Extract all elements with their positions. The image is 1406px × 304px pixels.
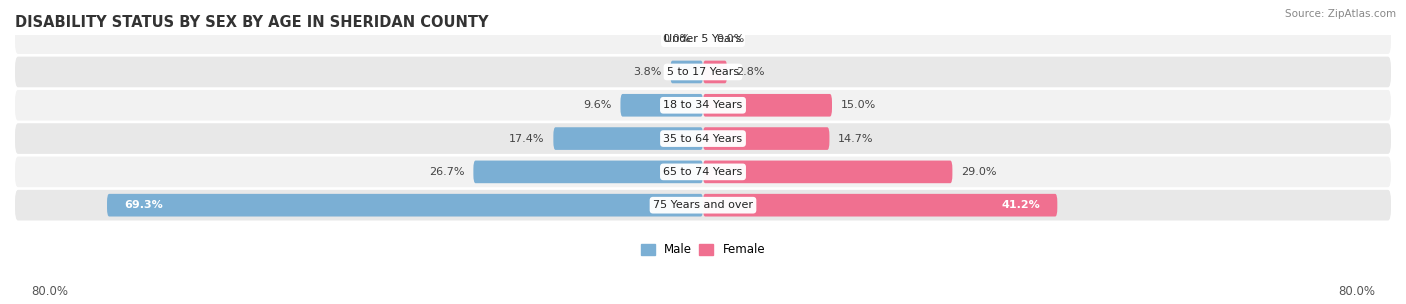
FancyBboxPatch shape xyxy=(474,161,703,183)
Text: 9.6%: 9.6% xyxy=(583,100,612,110)
Text: 15.0%: 15.0% xyxy=(841,100,876,110)
Text: 14.7%: 14.7% xyxy=(838,133,873,143)
FancyBboxPatch shape xyxy=(703,161,952,183)
Text: 0.0%: 0.0% xyxy=(662,34,690,44)
Text: 41.2%: 41.2% xyxy=(1001,200,1040,210)
FancyBboxPatch shape xyxy=(671,60,703,83)
Text: 29.0%: 29.0% xyxy=(960,167,997,177)
Text: 69.3%: 69.3% xyxy=(124,200,163,210)
FancyBboxPatch shape xyxy=(15,90,1391,121)
Text: 17.4%: 17.4% xyxy=(509,133,544,143)
FancyBboxPatch shape xyxy=(15,23,1391,54)
Text: 75 Years and over: 75 Years and over xyxy=(652,200,754,210)
FancyBboxPatch shape xyxy=(15,123,1391,154)
Text: 3.8%: 3.8% xyxy=(633,67,662,77)
FancyBboxPatch shape xyxy=(703,194,1057,216)
Text: 35 to 64 Years: 35 to 64 Years xyxy=(664,133,742,143)
Text: 80.0%: 80.0% xyxy=(31,285,67,298)
Text: 2.8%: 2.8% xyxy=(735,67,765,77)
Text: 80.0%: 80.0% xyxy=(1339,285,1375,298)
Text: 65 to 74 Years: 65 to 74 Years xyxy=(664,167,742,177)
Text: 5 to 17 Years: 5 to 17 Years xyxy=(666,67,740,77)
Text: Under 5 Years: Under 5 Years xyxy=(665,34,741,44)
FancyBboxPatch shape xyxy=(15,157,1391,187)
FancyBboxPatch shape xyxy=(15,190,1391,220)
FancyBboxPatch shape xyxy=(620,94,703,117)
FancyBboxPatch shape xyxy=(703,127,830,150)
Legend: Male, Female: Male, Female xyxy=(636,239,770,261)
FancyBboxPatch shape xyxy=(15,57,1391,87)
FancyBboxPatch shape xyxy=(703,60,727,83)
Text: Source: ZipAtlas.com: Source: ZipAtlas.com xyxy=(1285,9,1396,19)
Text: DISABILITY STATUS BY SEX BY AGE IN SHERIDAN COUNTY: DISABILITY STATUS BY SEX BY AGE IN SHERI… xyxy=(15,15,488,30)
Text: 0.0%: 0.0% xyxy=(716,34,744,44)
Text: 18 to 34 Years: 18 to 34 Years xyxy=(664,100,742,110)
FancyBboxPatch shape xyxy=(703,94,832,117)
FancyBboxPatch shape xyxy=(107,194,703,216)
Text: 26.7%: 26.7% xyxy=(429,167,465,177)
FancyBboxPatch shape xyxy=(554,127,703,150)
